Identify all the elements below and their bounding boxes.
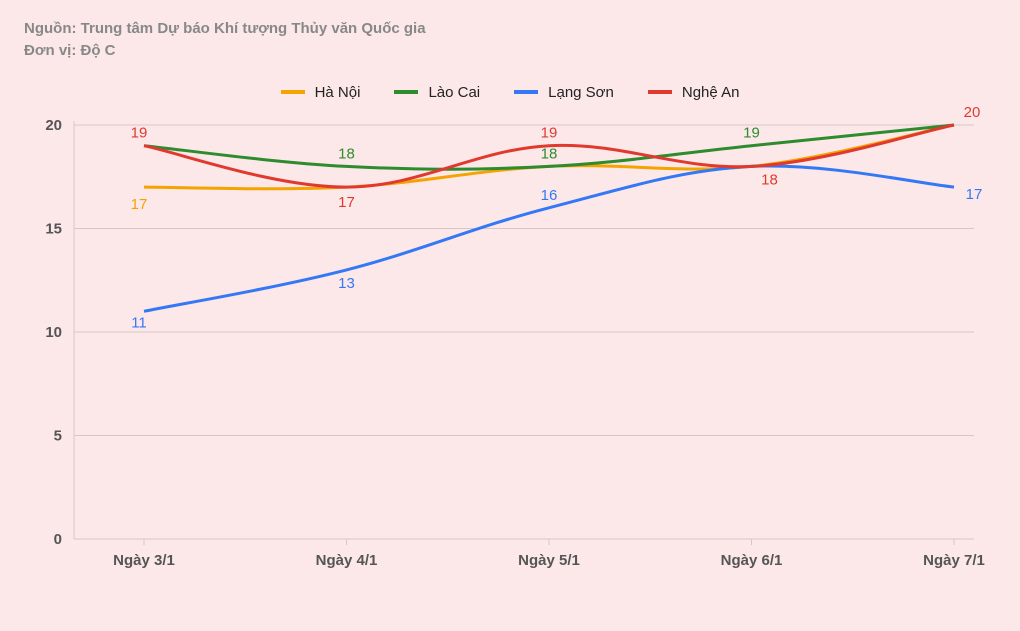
chart-unit: Đơn vị: Độ C [24, 40, 1004, 62]
legend-label: Nghệ An [682, 84, 740, 101]
value-label: 16 [541, 186, 558, 203]
value-label: 19 [131, 124, 148, 141]
x-tick-label: Ngày 5/1 [518, 552, 580, 569]
legend-item: Lạng Sơn [514, 84, 614, 101]
value-label: 19 [541, 124, 558, 141]
y-tick-label: 5 [54, 427, 62, 444]
value-label: 19 [743, 124, 760, 141]
x-tick-label: Ngày 4/1 [316, 552, 378, 569]
x-tick-label: Ngày 3/1 [113, 552, 175, 569]
y-tick-label: 20 [45, 117, 62, 134]
chart-container: Nguồn: Trung tâm Dự báo Khí tượng Thủy v… [0, 0, 1020, 631]
legend-item: Nghệ An [648, 84, 740, 101]
plot-area: 0 5 10 15 20 Ngày 3/1 Ngày 4/1 Ngày 5/1 Ngày 6/1… [16, 107, 1004, 587]
y-tick-label: 15 [45, 220, 62, 237]
y-tick-label: 0 [54, 531, 62, 548]
value-label: 18 [541, 145, 558, 162]
value-label: 11 [131, 314, 147, 331]
value-label: 18 [761, 171, 778, 188]
legend-swatch [514, 90, 538, 94]
legend: Hà Nội Lào Cai Lạng Sơn Nghệ An [16, 84, 1004, 101]
legend-label: Lạng Sơn [548, 84, 614, 101]
x-tick-label: Ngày 6/1 [721, 552, 783, 569]
value-label: 18 [338, 145, 355, 162]
value-label: 17 [338, 194, 355, 211]
y-tick-label: 10 [45, 324, 62, 341]
value-label: 17 [966, 186, 983, 203]
value-label: 17 [131, 196, 148, 213]
legend-item: Lào Cai [394, 84, 480, 101]
value-label: 20 [964, 107, 981, 121]
chart-svg: 0 5 10 15 20 Ngày 3/1 Ngày 4/1 Ngày 5/1 Ngày 6/1… [16, 107, 996, 587]
legend-swatch [394, 90, 418, 94]
chart-source: Nguồn: Trung tâm Dự báo Khí tượng Thủy v… [24, 18, 1004, 40]
legend-swatch [648, 90, 672, 94]
legend-item: Hà Nội [281, 84, 361, 101]
legend-label: Lào Cai [428, 84, 480, 101]
legend-label: Hà Nội [315, 84, 361, 101]
legend-swatch [281, 90, 305, 94]
x-tick-label: Ngày 7/1 [923, 552, 985, 569]
value-label: 13 [338, 274, 355, 291]
